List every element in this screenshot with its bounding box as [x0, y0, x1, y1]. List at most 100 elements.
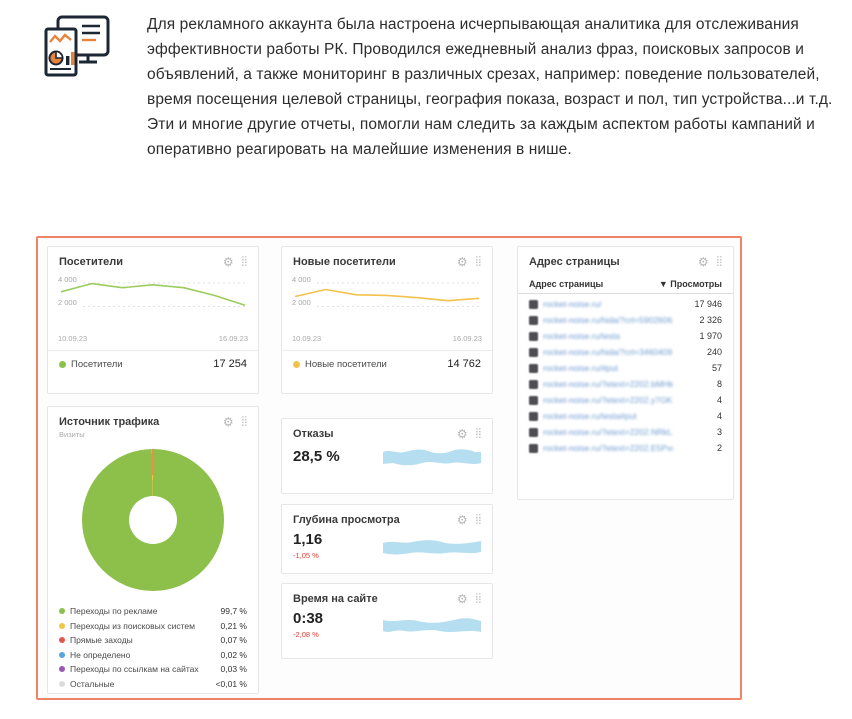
visitors-total-value: 17 254 — [213, 358, 247, 370]
date-start-label: 10.09.23 — [292, 334, 322, 343]
time-on-site-delta: -2,08 % — [293, 630, 319, 639]
page-url-link[interactable]: rocket-noise.ru/?etext=2202.bMHk7... — [543, 379, 673, 389]
legend-label: Посетители — [71, 358, 123, 370]
legend-label: Переходы по рекламе — [70, 606, 158, 617]
page-address-table: rocket-noise.ru/ 17 946 rocket-noise.ru/… — [518, 294, 733, 458]
legend-dot — [293, 360, 300, 368]
widget-visitors: Посетители ⚙ ⣿ 4 000 2 000 10.09.23 16.0… — [47, 246, 259, 394]
gear-icon[interactable]: ⚙ — [222, 415, 234, 429]
legend-dot — [59, 622, 65, 629]
table-row[interactable]: rocket-noise.ru/?etext=2202.NRkLE8... 3 — [518, 424, 733, 440]
widget-new-visitors: Новые посетители ⚙ ⣿ 4 000 2 000 10.09.2… — [281, 246, 493, 394]
views-value: 2 — [716, 443, 722, 453]
legend-item: Переходы из поисковых систем 0,21 % — [59, 619, 247, 634]
legend-value: 0,07 % — [220, 635, 247, 646]
sparkline — [383, 539, 481, 554]
legend-value: 99,7 % — [220, 606, 247, 617]
date-end-label: 16.09.23 — [452, 334, 482, 343]
table-row[interactable]: rocket-noise.ru/#put 57 — [518, 360, 733, 376]
drag-handle-icon[interactable]: ⣿ — [474, 514, 482, 525]
traffic-source-legend: Переходы по рекламе 99,7 % Переходы из п… — [48, 604, 258, 699]
gear-icon[interactable]: ⚙ — [456, 427, 468, 441]
page-depth-delta: -1,05 % — [293, 551, 319, 560]
site-favicon-icon — [529, 443, 538, 453]
legend-item: Переходы по рекламе 99,7 % — [59, 604, 247, 619]
site-favicon-icon — [529, 411, 538, 421]
drag-handle-icon[interactable]: ⣿ — [240, 416, 248, 427]
legend-dot — [59, 651, 65, 658]
y-tick-label: 4 000 — [58, 275, 80, 284]
site-favicon-icon — [529, 347, 538, 357]
legend-label: Остальные — [70, 678, 115, 689]
widget-traffic-source: Источник трафика ⚙ ⣿ Визиты Переходы по … — [47, 406, 259, 694]
page-url-link[interactable]: rocket-noise.ru/hida/?crt=34604091... — [543, 347, 673, 357]
page-url-link[interactable]: rocket-noise.ru/testa — [543, 331, 621, 341]
page-url-link[interactable]: rocket-noise.ru/hida/?crt=59026062... — [543, 315, 673, 325]
y-tick-label: 2 000 — [292, 298, 314, 307]
y-tick-label: 4 000 — [292, 275, 314, 284]
column-header-views-sorted-desc[interactable]: ▼ Просмотры — [658, 279, 722, 289]
legend-dot — [59, 680, 65, 687]
page-url-link[interactable]: rocket-noise.ru/?etext=2202.y7GK28... — [543, 395, 673, 405]
date-end-label: 16.09.23 — [218, 334, 248, 343]
table-row[interactable]: rocket-noise.ru/?etext=2202.y7GK28... 4 — [518, 392, 733, 408]
gear-icon[interactable]: ⚙ — [456, 592, 468, 606]
legend-dot — [59, 608, 65, 615]
bounce-rate-value: 28,5 % — [293, 447, 340, 465]
table-row[interactable]: rocket-noise.ru/ 17 946 — [518, 296, 733, 312]
page-url-link[interactable]: rocket-noise.ru/#put — [543, 363, 619, 373]
site-favicon-icon — [529, 395, 538, 405]
legend-value: <0,01 % — [215, 678, 247, 689]
widget-title: Время на сайте — [293, 593, 378, 605]
visitors-line-chart: 4 000 2 000 — [58, 275, 248, 330]
table-row[interactable]: rocket-noise.ru/hida/?crt=34604091... 24… — [518, 344, 733, 360]
legend-value: 0,03 % — [220, 664, 247, 675]
widget-time-on-site: Время на сайте ⚙ ⣿ 0:38 -2,08 % — [281, 583, 493, 659]
legend-item: Переходы по ссылкам на сайтах 0,03 % — [59, 662, 247, 677]
legend-value: 0,21 % — [220, 620, 247, 631]
donut-hole — [129, 496, 177, 544]
page-depth-value: 1,16 — [293, 531, 323, 548]
gear-icon[interactable]: ⚙ — [222, 255, 234, 269]
traffic-source-donut-chart — [82, 449, 224, 591]
table-row[interactable]: rocket-noise.ru/testa 1 970 — [518, 328, 733, 344]
site-favicon-icon — [529, 299, 538, 309]
gear-icon[interactable]: ⚙ — [456, 255, 468, 269]
widget-title: Источник трафика — [59, 416, 160, 428]
views-value: 240 — [706, 347, 722, 357]
views-value: 4 — [716, 395, 722, 405]
drag-handle-icon[interactable]: ⣿ — [474, 428, 482, 439]
drag-handle-icon[interactable]: ⣿ — [715, 256, 723, 267]
page-url-link[interactable]: rocket-noise.ru/ — [543, 299, 602, 309]
table-row[interactable]: rocket-noise.ru/?etext=2202.bMHk7... 8 — [518, 376, 733, 392]
page-url-link[interactable]: rocket-noise.ru/?etext=2202.E5PxcW... — [543, 443, 673, 453]
sparkline — [383, 449, 481, 466]
table-row[interactable]: rocket-noise.ru/testa#put 4 — [518, 408, 733, 424]
legend-dot — [59, 637, 65, 644]
drag-handle-icon[interactable]: ⣿ — [240, 256, 248, 267]
gear-icon[interactable]: ⚙ — [456, 513, 468, 527]
table-row[interactable]: rocket-noise.ru/hida/?crt=59026062... 2 … — [518, 312, 733, 328]
widget-title: Посетители — [59, 256, 123, 268]
widget-page-address: Адрес страницы ⚙ ⣿ Адрес страницы ▼ Прос… — [517, 246, 734, 500]
legend-label: Переходы из поисковых систем — [70, 620, 195, 631]
new-visitors-total-value: 14 762 — [447, 358, 481, 370]
new-visitors-line-chart: 4 000 2 000 — [292, 275, 482, 330]
drag-handle-icon[interactable]: ⣿ — [474, 593, 482, 604]
table-row[interactable]: rocket-noise.ru/?etext=2202.E5PxcW... 2 — [518, 440, 733, 456]
views-value: 8 — [716, 379, 722, 389]
site-favicon-icon — [529, 379, 538, 389]
drag-handle-icon[interactable]: ⣿ — [474, 256, 482, 267]
gear-icon[interactable]: ⚙ — [697, 255, 709, 269]
site-favicon-icon — [529, 315, 538, 325]
widget-title: Отказы — [293, 428, 334, 440]
page-url-link[interactable]: rocket-noise.ru/?etext=2202.NRkLE8... — [543, 427, 673, 437]
legend-value: 0,02 % — [220, 649, 247, 660]
widget-subtitle: Визиты — [59, 430, 85, 439]
column-header-url[interactable]: Адрес страницы — [529, 279, 604, 289]
page-url-link[interactable]: rocket-noise.ru/testa#put — [543, 411, 637, 421]
site-favicon-icon — [529, 363, 538, 373]
legend-item: Прямые заходы 0,07 % — [59, 633, 247, 648]
analytics-report-icon — [38, 12, 114, 88]
widget-bounces: Отказы ⚙ ⣿ 28,5 % — [281, 418, 493, 494]
